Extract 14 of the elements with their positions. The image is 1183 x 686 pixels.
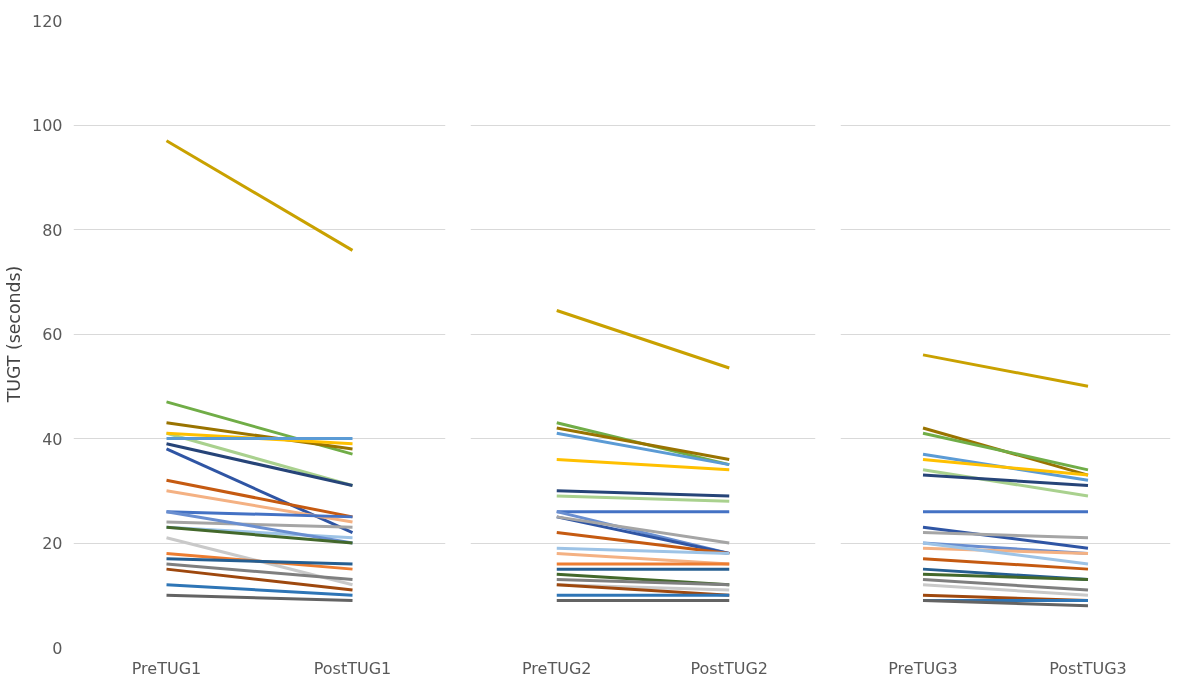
x-tick-label: PostTUG1 — [313, 658, 392, 678]
x-tick-label: PostTUG2 — [690, 658, 769, 678]
y-tick-label: 20 — [42, 534, 63, 553]
y-tick-label: 120 — [31, 11, 63, 31]
x-tick-label: PreTUG2 — [522, 658, 592, 678]
x-tick-label: PreTUG3 — [888, 658, 958, 678]
y-tick-label: 0 — [52, 638, 63, 658]
x-tick-label: PreTUG1 — [131, 658, 202, 678]
x-tick-label: PostTUG3 — [1049, 658, 1127, 678]
y-tick-label: 100 — [31, 116, 63, 135]
y-tick-label: 80 — [42, 220, 63, 240]
y-tick-label: 60 — [42, 325, 63, 344]
y-axis-title: TUGT (seconds) — [3, 265, 24, 404]
y-tick-label: 40 — [42, 429, 63, 449]
